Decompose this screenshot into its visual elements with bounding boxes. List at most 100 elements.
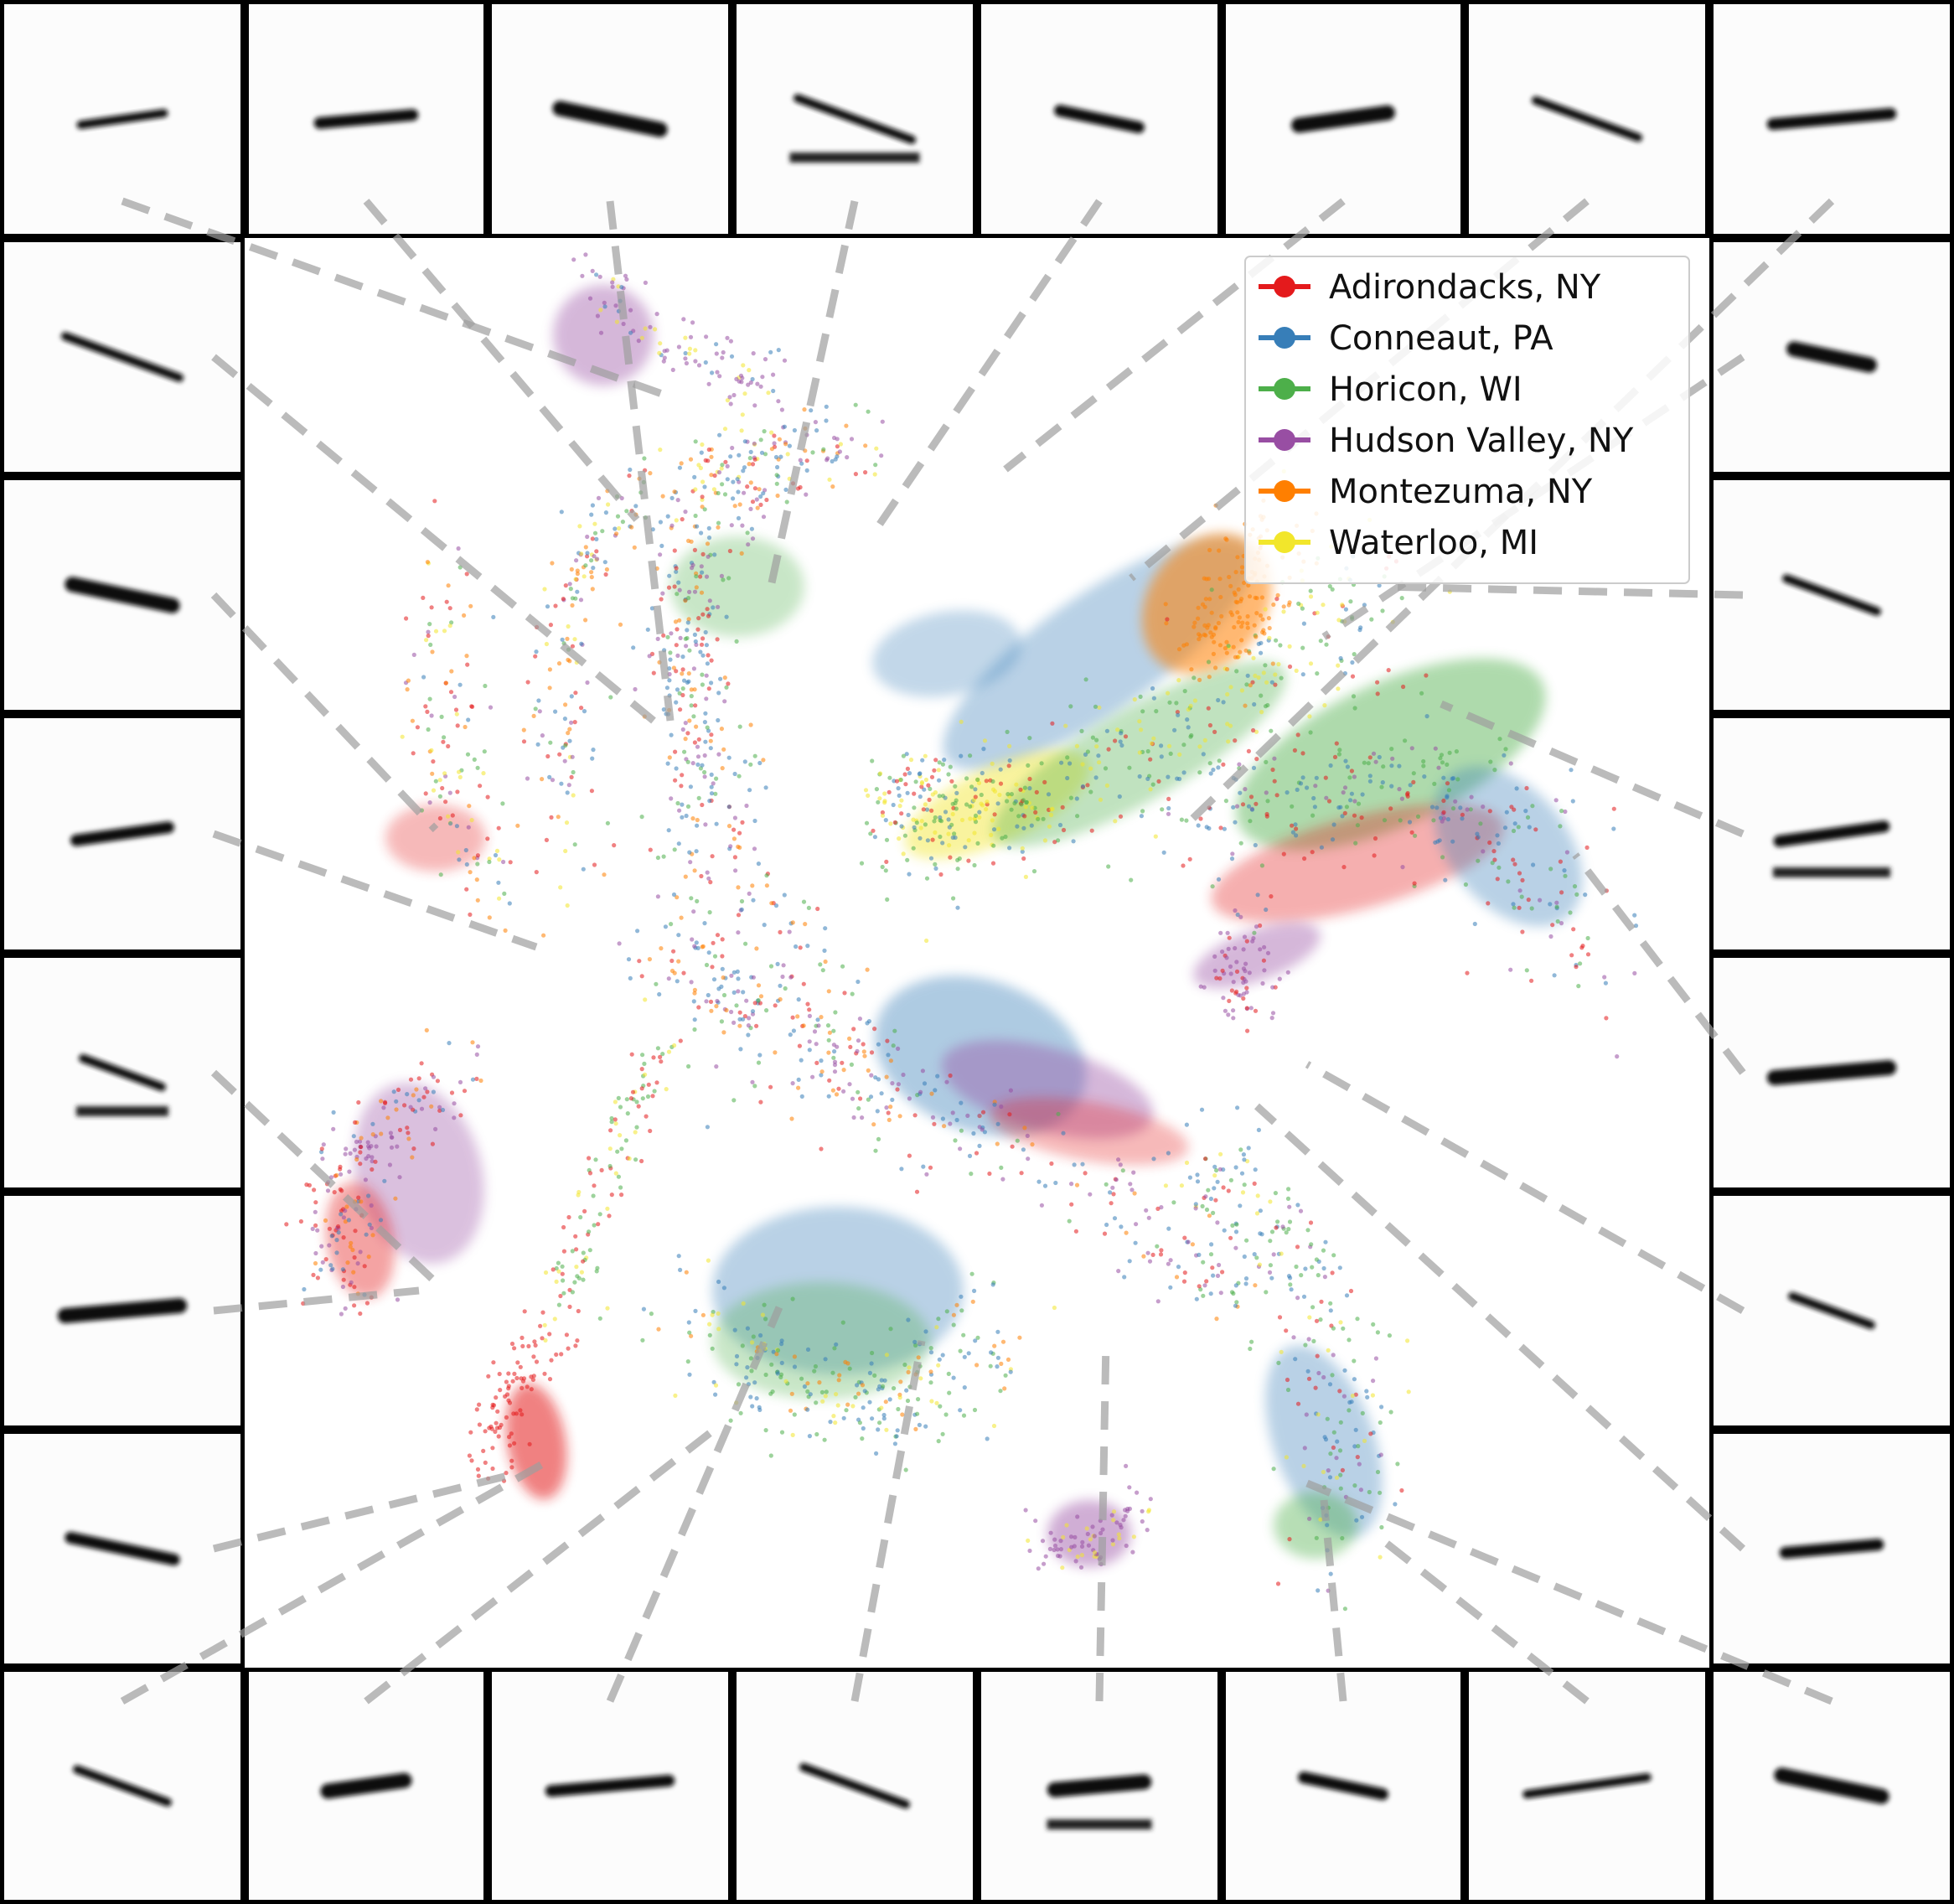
data-point [636,1104,641,1109]
data-point [946,817,951,822]
data-point [1450,776,1455,781]
data-point [995,1329,1000,1334]
data-point [564,1332,570,1337]
data-point [609,1115,614,1121]
data-point [452,1101,457,1106]
data-point [1259,710,1264,715]
data-point [1491,849,1497,854]
data-point [639,974,644,979]
data-point [1347,775,1352,780]
data-point [776,399,781,404]
data-point [1008,1088,1013,1093]
cluster-Horicon, WI [670,536,804,637]
data-point [734,1003,739,1008]
data-point [438,872,443,877]
data-point [394,1107,399,1112]
data-point [836,1086,841,1091]
data-point [1251,936,1256,941]
data-point [1217,1262,1222,1268]
data-point [1341,865,1347,870]
data-point [894,1434,899,1439]
data-point [429,605,434,610]
data-point [481,1448,486,1453]
data-point [1254,729,1259,734]
data-point [679,915,684,920]
data-point [339,1208,344,1213]
data-point [1300,775,1305,780]
data-point [831,1055,836,1060]
data-point [630,1089,636,1094]
data-point [1080,784,1086,789]
data-point [680,671,685,676]
data-point [883,818,888,823]
data-point [716,752,721,757]
data-point [674,700,679,705]
data-point [470,704,475,710]
data-point [923,822,928,827]
data-point [725,335,730,340]
data-point [298,1218,303,1224]
data-point [856,1038,861,1043]
data-point [769,901,774,906]
data-point [1211,768,1216,773]
data-point [1069,1202,1074,1207]
data-point [639,1086,644,1091]
data-point [924,938,929,944]
data-point [1227,935,1232,940]
data-point [919,781,924,786]
data-point [693,348,698,353]
data-point [877,796,882,801]
data-point [769,447,775,452]
data-point [1460,812,1465,817]
data-point [778,454,783,459]
data-point [563,742,568,748]
data-point [613,526,618,531]
data-point [1215,1220,1220,1225]
data-point [1104,1182,1109,1187]
data-point [447,790,452,795]
data-point [689,980,694,985]
data-point [557,752,562,757]
data-point [1310,850,1315,855]
data-point [895,1087,900,1092]
data-point [1243,979,1248,984]
data-point [1241,991,1246,996]
data-point [768,1084,773,1089]
data-point [1269,728,1274,733]
data-point [370,1132,375,1137]
data-point [695,898,700,903]
data-point [1341,790,1346,795]
data-point [747,462,752,467]
data-point [554,1279,559,1284]
data-point [648,847,653,852]
data-point [1334,741,1339,746]
data-point [1117,794,1122,799]
data-point [729,523,734,528]
data-point [527,1441,532,1446]
data-point [948,1121,953,1126]
legend-marker [1274,276,1295,298]
data-point [493,1429,498,1434]
data-point [655,894,661,899]
data-point [916,1355,921,1360]
data-point [1005,799,1010,804]
data-point [1068,704,1073,709]
data-point [1511,902,1516,907]
data-point [745,1365,750,1370]
data-point [1199,1107,1205,1112]
data-point [1184,818,1189,823]
thumbnail-14 [1705,1425,1954,1672]
data-point [640,1337,645,1343]
data-point [650,1094,655,1099]
data-point [1145,776,1150,782]
data-point [721,1030,726,1035]
data-point [706,950,711,955]
point-group-5 [540,997,691,1343]
data-point [798,945,803,950]
data-point [897,836,902,841]
data-point [884,1105,889,1110]
data-point [1326,1348,1331,1353]
data-point [1223,645,1228,651]
data-point [1113,738,1118,743]
thumbnail-13 [1705,1187,1954,1434]
